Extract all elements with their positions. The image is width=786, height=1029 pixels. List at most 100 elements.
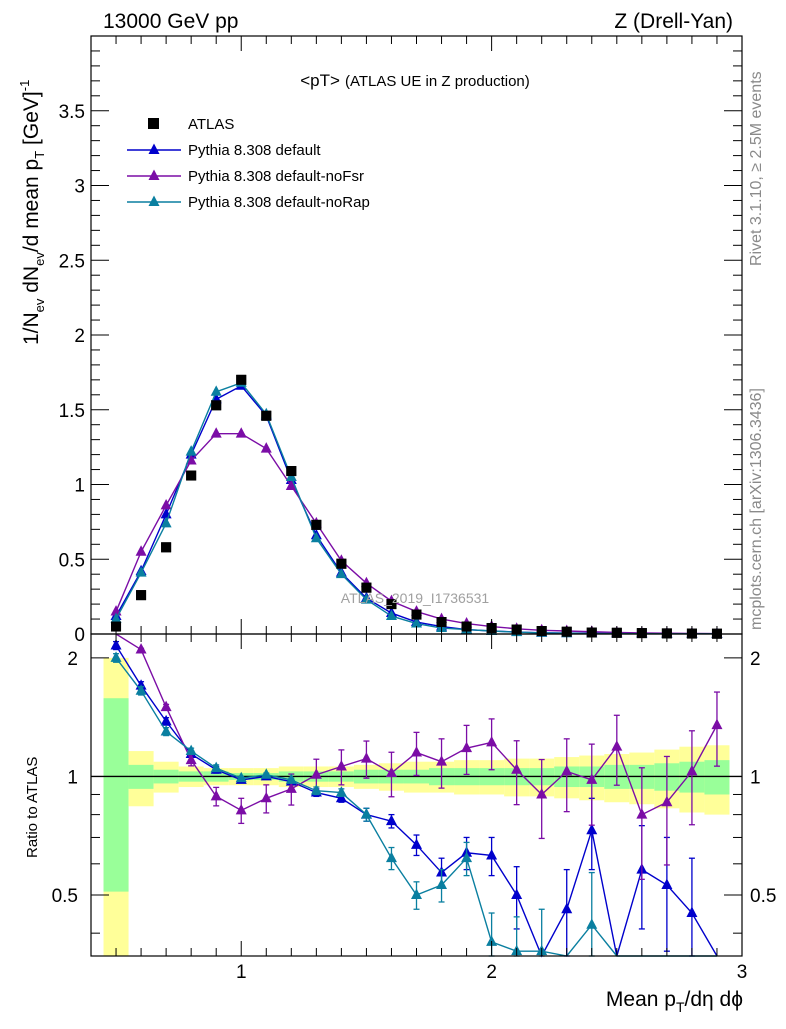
series-point-noFsr bbox=[160, 498, 172, 510]
data-point-atlas-top bbox=[161, 542, 172, 553]
ylabel-sub-a: ev bbox=[32, 298, 47, 312]
data-point-atlas-top bbox=[311, 519, 322, 530]
ratio-point-noFsr bbox=[511, 763, 523, 774]
data-point-atlas-top bbox=[411, 609, 422, 620]
ratio-point-default bbox=[586, 823, 598, 835]
series-point-noFsr bbox=[235, 427, 247, 438]
main-y-tick-label: 3 bbox=[74, 177, 85, 198]
main-y-tick-label: 2.5 bbox=[59, 251, 85, 272]
ratio-point-noFsr bbox=[461, 741, 473, 753]
main-y-tick-label: 0.5 bbox=[59, 550, 85, 571]
ratio-point-default bbox=[385, 814, 397, 826]
ylabel-sub-b: ev bbox=[32, 252, 47, 266]
ratio-point-noRap bbox=[486, 935, 498, 946]
main-y-tick-label: 2 bbox=[74, 326, 85, 347]
ratio-point-noFsr bbox=[536, 787, 548, 799]
ratio-point-noRap bbox=[110, 651, 122, 662]
ratio-point-noFsr bbox=[561, 764, 573, 776]
xlabel-sub-a: T bbox=[676, 999, 685, 1015]
data-point-atlas-top bbox=[386, 599, 397, 610]
ratio-point-default bbox=[411, 838, 422, 849]
ratio-point-noFsr bbox=[285, 782, 297, 793]
series-point-noFsr bbox=[210, 427, 222, 438]
header-right: Z (Drell-Yan) bbox=[614, 10, 733, 33]
x-tick-label: 3 bbox=[737, 962, 748, 983]
series-point-noRap bbox=[135, 566, 147, 577]
legend-marker-atlas bbox=[148, 118, 159, 129]
data-point-atlas-top bbox=[136, 590, 147, 601]
ratio-point-noFsr bbox=[335, 760, 347, 771]
mcplots-label: mcplots.cern.ch [arXiv:1306.3436] bbox=[748, 388, 765, 630]
ratio-series-line-noRap bbox=[115, 657, 717, 957]
legend-marker-noFsr bbox=[148, 169, 160, 180]
data-point-atlas-top bbox=[361, 582, 372, 593]
ratio-point-noFsr bbox=[210, 789, 222, 801]
ylabel-part-b: dN bbox=[20, 266, 43, 299]
series-point-noRap bbox=[335, 567, 347, 579]
ratio-point-noFsr bbox=[160, 700, 172, 712]
series-point-noRap bbox=[210, 385, 222, 396]
ratio-point-default bbox=[110, 639, 122, 650]
series-point-noRap bbox=[385, 609, 397, 621]
legend-label-noRap: Pythia 8.308 default-noRap bbox=[188, 194, 370, 211]
watermark: ATLAS_2019_I1736531 bbox=[341, 590, 490, 606]
ratio-point-noFsr bbox=[686, 764, 698, 776]
series-point-noRap bbox=[160, 516, 172, 528]
series-point-noRap bbox=[185, 445, 197, 456]
ratio-point-noFsr bbox=[135, 643, 147, 654]
ratio-point-noRap bbox=[335, 786, 347, 797]
rivet-label: Rivet 3.1.10, ≥ 2.5M events bbox=[748, 71, 765, 266]
series-point-noFsr bbox=[260, 442, 272, 453]
data-point-atlas-top bbox=[286, 466, 297, 477]
plot-title-sub: (ATLAS UE in Z production) bbox=[345, 73, 530, 90]
ratio-point-noFsr bbox=[310, 768, 322, 779]
data-point-atlas-top bbox=[236, 374, 247, 385]
series-point-noFsr bbox=[185, 454, 197, 465]
ylabel-sup-d: -1 bbox=[17, 80, 32, 92]
ratio-y-axis-title: Ratio to ATLAS bbox=[24, 757, 41, 858]
main-y-axis-title: 1/Nev dNev/d mean pT [GeV]-1 bbox=[17, 80, 47, 345]
ratio-point-default bbox=[335, 791, 347, 803]
data-point-atlas-top bbox=[336, 558, 347, 569]
x-tick-label: 1 bbox=[236, 962, 247, 983]
legend-label-noFsr: Pythia 8.308 default-noFsr bbox=[188, 168, 364, 185]
ratio-y-tick-label: 2 bbox=[67, 649, 78, 670]
ratio-y-tick-label-right: 1 bbox=[750, 767, 761, 788]
series-point-noFsr bbox=[285, 479, 297, 490]
series-point-noRap bbox=[310, 531, 322, 543]
legend-label-default: Pythia 8.308 default bbox=[188, 142, 321, 159]
ratio-point-noFsr bbox=[360, 752, 372, 763]
ylabel-part-c: /d mean p bbox=[20, 159, 43, 252]
ratio-point-noRap bbox=[360, 808, 372, 819]
ratio-point-noRap bbox=[135, 684, 147, 695]
ratio-y-tick-label-right: 0.5 bbox=[750, 886, 776, 907]
ylabel-sub-c: T bbox=[32, 151, 47, 159]
ratio-point-noFsr bbox=[185, 753, 197, 765]
ratio-point-noFsr bbox=[711, 718, 723, 730]
ratio-band-inner bbox=[103, 698, 129, 892]
ratio-point-noFsr bbox=[636, 808, 648, 819]
main-y-tick-label: 1.5 bbox=[59, 401, 85, 422]
data-point-atlas-top bbox=[261, 410, 272, 421]
plot-title: <pT> (ATLAS UE in Z production) bbox=[300, 71, 530, 90]
ratio-point-noRap bbox=[235, 771, 247, 783]
xlabel-part-b: /dη dϕ bbox=[685, 988, 743, 1011]
ratio-point-noRap bbox=[411, 888, 422, 899]
xlabel-part-a: Mean p bbox=[606, 988, 676, 1011]
ratio-point-default bbox=[661, 878, 673, 890]
series-point-noFsr bbox=[135, 545, 147, 556]
legend-marker-noRap bbox=[148, 195, 160, 206]
ylabel-part-d: [GeV] bbox=[20, 91, 43, 151]
ratio-point-noRap bbox=[210, 761, 222, 773]
ratio-y-tick-label-right: 2 bbox=[750, 649, 761, 670]
ratio-point-noFsr bbox=[260, 791, 272, 803]
ratio-point-default bbox=[486, 848, 498, 860]
legend: ATLAS Pythia 8.308 default Pythia 8.308 de… bbox=[127, 116, 370, 211]
ratio-point-noRap bbox=[586, 918, 598, 929]
series-point-noRap bbox=[411, 617, 422, 628]
plot-title-main: <pT> bbox=[300, 71, 340, 90]
ratio-y-tick-label: 1 bbox=[67, 767, 78, 788]
ratio-panel: 1 2 3 0.5 0.5 1 1 2 2 bbox=[52, 633, 776, 983]
ratio-point-noRap bbox=[310, 784, 322, 795]
